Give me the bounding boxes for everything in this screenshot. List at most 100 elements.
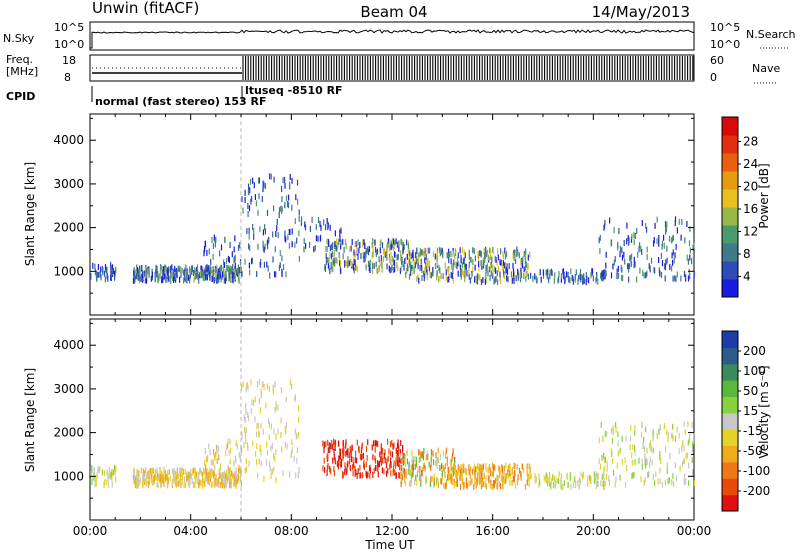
echo-point	[247, 445, 249, 452]
echo-point	[288, 194, 290, 201]
echo-point	[94, 475, 96, 482]
echo-point	[582, 473, 584, 480]
echo-point	[612, 458, 614, 464]
echo-point	[139, 268, 141, 275]
echo-point	[633, 471, 635, 478]
colorbar-segment	[722, 347, 738, 365]
echo-point	[560, 483, 562, 490]
echo-point	[689, 247, 691, 254]
echo-point	[254, 416, 256, 423]
echo-point	[652, 447, 654, 454]
echo-point	[107, 476, 109, 483]
echo-point	[211, 237, 213, 243]
echo-point	[608, 475, 610, 482]
echo-point	[205, 274, 207, 281]
echo-point	[624, 481, 627, 488]
echo-point	[263, 383, 265, 390]
echo-point	[456, 256, 459, 263]
echo-point	[100, 266, 102, 273]
echo-point	[239, 475, 241, 482]
echo-point	[203, 478, 205, 485]
colorbar-tick-label: 20	[743, 180, 758, 194]
echo-point	[362, 239, 364, 246]
echo-point	[259, 444, 261, 451]
echo-point	[678, 448, 680, 455]
echo-point	[666, 221, 668, 228]
echo-point	[557, 478, 560, 484]
echo-point	[397, 450, 399, 457]
echo-point	[640, 431, 643, 438]
echo-point	[492, 480, 495, 487]
colorbar-segment	[722, 243, 738, 262]
echo-point	[612, 263, 614, 270]
echo-point	[183, 468, 185, 475]
echo-point	[276, 225, 278, 232]
echo-point	[218, 268, 220, 275]
echo-point	[345, 468, 348, 475]
echo-point	[200, 470, 203, 477]
echo-point	[401, 257, 403, 263]
echo-point	[609, 217, 611, 224]
echo-point	[535, 275, 537, 282]
echo-point	[99, 271, 101, 278]
echo-point	[472, 266, 474, 273]
echo-point	[339, 453, 341, 460]
y-tick-label: 3000	[53, 382, 84, 396]
echo-point	[351, 261, 353, 267]
echo-point	[305, 242, 307, 249]
echo-point	[543, 475, 545, 482]
echo-point	[674, 216, 677, 223]
colorbar-tick-label: 28	[743, 135, 758, 149]
echo-point	[452, 448, 454, 455]
echo-point	[641, 463, 643, 470]
echo-point	[212, 243, 214, 250]
echo-point	[405, 271, 407, 278]
echo-point	[284, 202, 286, 209]
echo-point	[213, 234, 215, 241]
echo-point	[256, 458, 258, 465]
echo-point	[97, 466, 99, 473]
echo-point	[596, 477, 598, 484]
echo-point	[212, 481, 214, 488]
echo-point	[354, 259, 356, 266]
echo-point	[514, 470, 516, 477]
echo-point	[514, 482, 517, 489]
echo-point	[373, 262, 375, 269]
echo-point	[414, 463, 416, 470]
echo-point	[466, 469, 468, 476]
echo-point	[322, 440, 324, 447]
echo-point	[615, 476, 617, 483]
echo-point	[250, 379, 252, 386]
echo-point	[381, 242, 384, 249]
echo-point	[221, 482, 223, 489]
echo-point	[692, 438, 695, 445]
echo-point	[296, 237, 298, 244]
echo-point	[420, 480, 422, 487]
echo-point	[263, 261, 265, 268]
echo-point	[484, 252, 486, 259]
echo-point	[447, 276, 449, 283]
echo-point	[399, 267, 401, 274]
echo-point	[160, 475, 162, 482]
echo-point	[325, 252, 327, 259]
nsearch-tick-top: 10^5	[710, 21, 740, 34]
echo-point	[481, 466, 483, 473]
echo-point	[434, 253, 436, 260]
echo-point	[491, 462, 494, 469]
y-tick-label: 1000	[53, 469, 84, 483]
echo-point	[93, 466, 95, 473]
echo-point	[628, 263, 630, 270]
echo-point	[664, 479, 667, 486]
echo-point	[163, 273, 165, 280]
echo-point	[390, 258, 392, 265]
echo-point	[457, 469, 459, 476]
echo-point	[473, 483, 475, 490]
echo-point	[256, 381, 259, 388]
echo-point	[317, 235, 319, 242]
echo-point	[186, 474, 188, 481]
echo-point	[564, 276, 566, 283]
echo-point	[513, 255, 515, 262]
echo-point	[115, 266, 117, 273]
echo-point	[403, 471, 405, 478]
